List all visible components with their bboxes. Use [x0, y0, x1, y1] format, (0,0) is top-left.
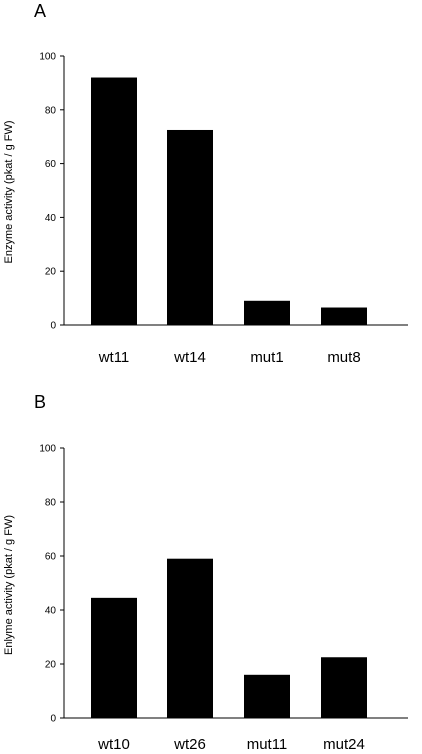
chart-panel-b: B Enlyme activity (pkat / g FW) 0 20 40 60 8…: [3, 392, 408, 753]
y-tick-label: 40: [45, 213, 57, 224]
category-label: wt14: [173, 349, 206, 366]
y-tick-label: 0: [50, 321, 56, 332]
category-label: wt11: [98, 349, 130, 366]
y-axis-label: Enlyme activity (pkat / g FW): [3, 515, 15, 655]
category-label: mut24: [323, 736, 365, 753]
y-tick-label: 100: [39, 444, 56, 455]
y-tick-label: 60: [45, 552, 57, 563]
bar-mut1: [244, 300, 290, 325]
bar-wt26: [167, 558, 213, 718]
bar-wt11: [91, 77, 137, 326]
bar-mut24: [321, 657, 367, 718]
y-ticks: 0 20 40 60 80 100: [39, 444, 64, 725]
y-tick-label: 20: [45, 660, 57, 671]
y-tick-label: 0: [50, 714, 56, 725]
bar-mut8: [321, 307, 367, 325]
chart-panel-a: A Enzyme activity (pkat / g FW) 0 20 40 60 8…: [3, 1, 408, 366]
category-label: wt26: [173, 736, 206, 753]
panel-label: B: [34, 392, 46, 412]
y-axis-label: Enzyme activity (pkat / g FW): [3, 120, 15, 263]
y-tick-label: 60: [45, 159, 57, 170]
category-label: mut1: [250, 349, 283, 366]
category-label: wt10: [97, 736, 130, 753]
bar-wt14: [167, 129, 213, 325]
y-tick-label: 20: [45, 267, 57, 278]
category-labels: wt10 wt26 mut11 mut24: [97, 736, 365, 753]
y-tick-label: 100: [39, 52, 56, 63]
bars: [91, 77, 367, 326]
bar-wt10: [91, 597, 137, 718]
category-label: mut11: [247, 736, 288, 753]
panel-label: A: [34, 1, 46, 21]
y-tick-label: 40: [45, 606, 57, 617]
y-tick-label: 80: [45, 498, 57, 509]
category-labels: wt11 wt14 mut1 mut8: [98, 349, 361, 366]
bars: [91, 558, 367, 718]
y-tick-label: 80: [45, 105, 57, 116]
bar-mut11: [244, 674, 290, 718]
category-label: mut8: [327, 349, 360, 366]
y-ticks: 0 20 40 60 80 100: [39, 52, 64, 332]
